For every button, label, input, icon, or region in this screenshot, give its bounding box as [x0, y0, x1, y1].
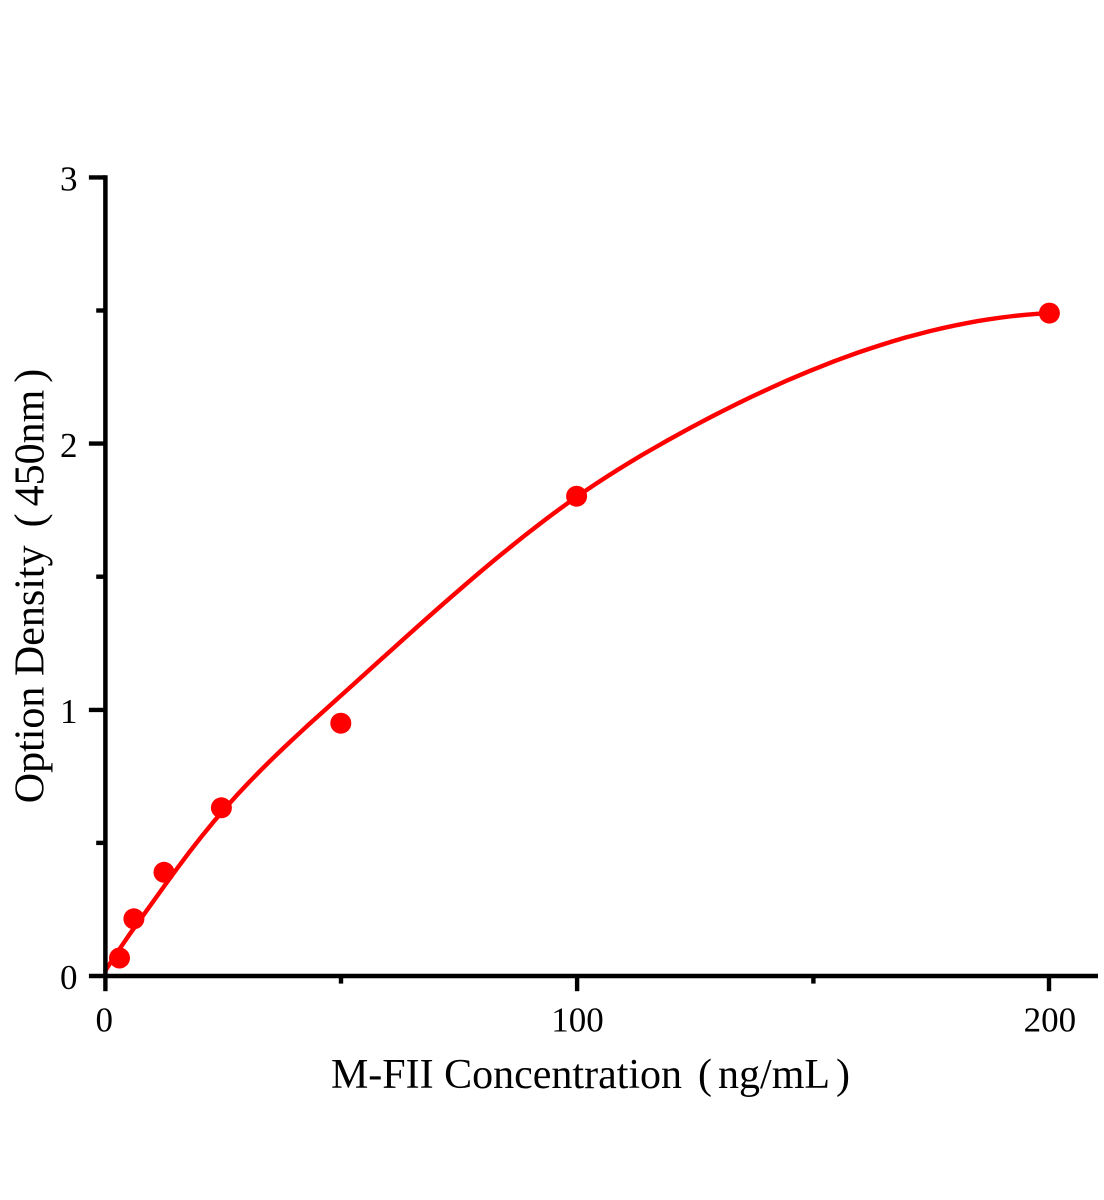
svg-text:200: 200: [1024, 1001, 1077, 1040]
svg-text:100: 100: [551, 1001, 604, 1040]
svg-text:3: 3: [60, 160, 78, 199]
svg-text:2: 2: [60, 426, 78, 465]
svg-text:M-FII Concentration(ng/mL): M-FII Concentration(ng/mL): [331, 1052, 850, 1098]
svg-text:0: 0: [60, 958, 78, 997]
svg-text:0: 0: [96, 1001, 114, 1040]
svg-text:Option Density(450nm): Option Density(450nm): [8, 369, 54, 804]
svg-text:1: 1: [60, 692, 78, 731]
